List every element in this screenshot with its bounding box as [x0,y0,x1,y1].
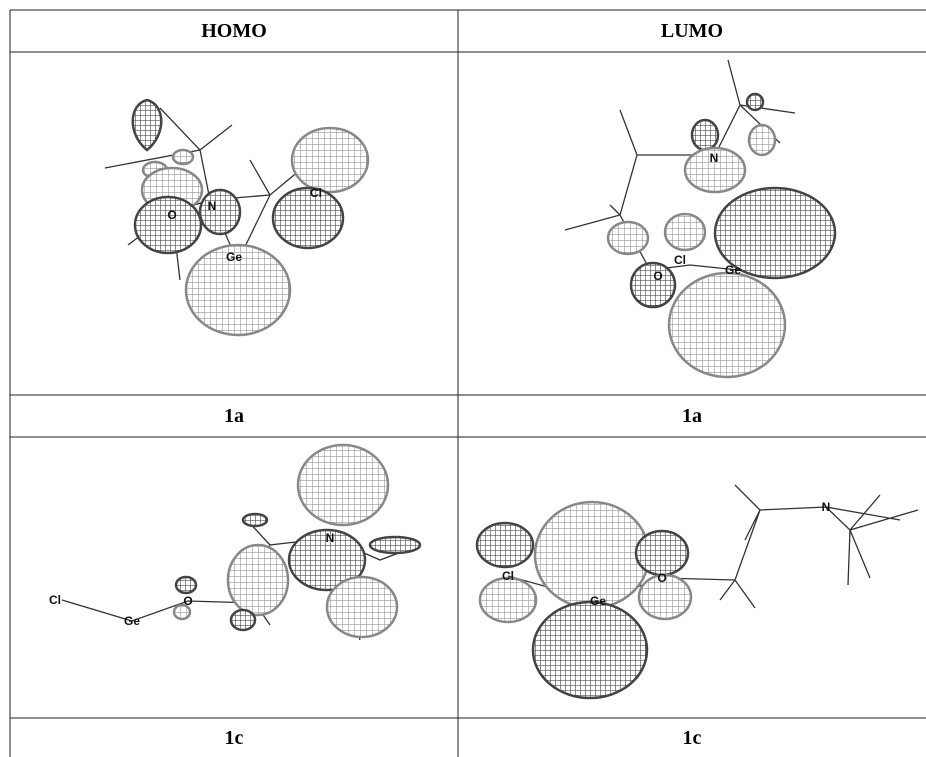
orbital-plot: N Cl Ge O [565,60,835,377]
atom-label: Ge [124,614,140,628]
atom-label: N [326,531,335,545]
atom-label: Cl [502,569,514,583]
atom-label: N [208,199,217,213]
atom-label: N [822,500,831,514]
atom-label: O [167,208,176,222]
figure: HOMO LUMO 1a 1a 1c 1c O N Cl Ge N Cl Ge [0,0,926,757]
atom-label: Ge [226,250,242,264]
atom-label: Cl [310,186,322,200]
orbital-plot: Cl Ge O N [49,445,420,640]
caption: 1a [682,405,702,427]
column-header: LUMO [661,20,723,42]
atom-label: Ge [725,263,741,277]
orbital-plot: O N Cl Ge [105,100,368,335]
atom-label: O [653,269,662,283]
atom-label: Cl [674,253,686,267]
atom-label: O [183,594,192,608]
column-header: HOMO [201,20,267,42]
orbital-plot: Cl Ge O N [477,485,918,698]
caption: 1a [224,405,244,427]
caption: 1c [683,727,702,749]
atom-label: Cl [49,593,61,607]
atom-label: Ge [590,594,606,608]
atom-label: N [710,151,719,165]
atom-label: O [657,571,666,585]
caption: 1c [225,727,244,749]
